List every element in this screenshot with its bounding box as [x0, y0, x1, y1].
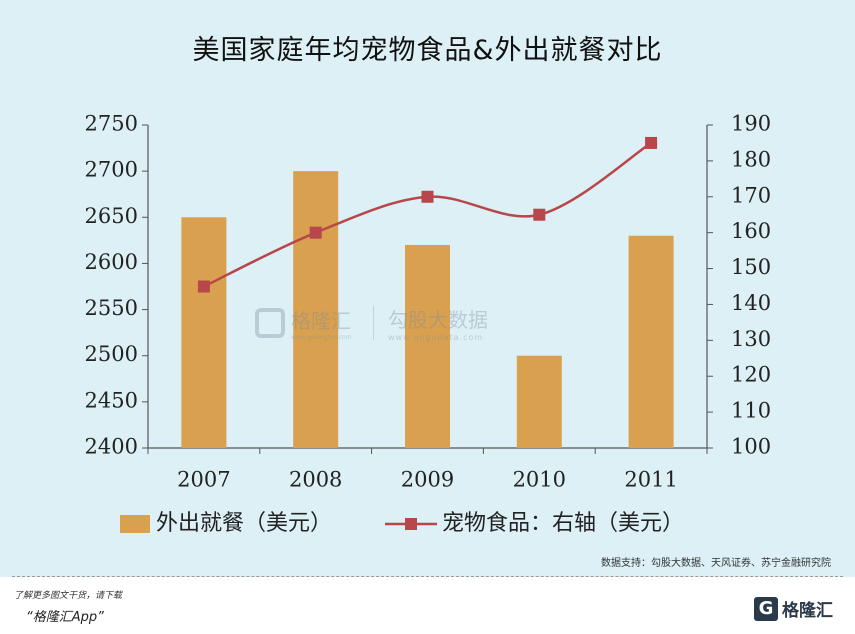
- watermark-gogudata: 勾股大数据 www.gogudata.com: [388, 304, 488, 342]
- right-tick-label: 180: [731, 147, 771, 171]
- right-tick-label: 120: [731, 363, 771, 387]
- left-tick-label: 2650: [85, 204, 138, 228]
- left-tick-label: 2400: [85, 435, 138, 459]
- legend-line-marker: [405, 518, 417, 530]
- x-tick-label: 2010: [513, 468, 566, 492]
- bar-2011: [628, 235, 674, 448]
- left-tick-label: 2600: [85, 250, 138, 274]
- footer-logo-name: 格隆汇: [782, 601, 833, 621]
- left-tick-label: 2500: [85, 342, 138, 366]
- right-tick-label: 130: [731, 327, 771, 351]
- chart-svg: 2750 2700 2650 2600 2550 2500 2450 2400 190 180 17…: [85, 112, 772, 537]
- watermark-site2: www.gogudata.com: [388, 333, 484, 342]
- right-tick-label: 140: [731, 291, 771, 315]
- footer-logo: G 格隆汇: [754, 596, 833, 621]
- x-tick-label: 2007: [177, 468, 230, 492]
- left-tick-label: 2450: [85, 388, 138, 412]
- x-tick-label: 2008: [289, 468, 342, 492]
- pet-food-point-2010: [533, 208, 546, 221]
- footer-divider: [12, 576, 843, 577]
- legend-bar-label: 外出就餐（美元）: [156, 511, 332, 536]
- right-tick-label: 160: [731, 219, 771, 243]
- bar-2010: [516, 355, 562, 448]
- pet-food-point-2007: [197, 280, 210, 293]
- source-note: 数据支持：勾股大数据、天风证券、苏宁金融研究院: [601, 558, 831, 569]
- footer-line2: “格隆汇App”: [26, 610, 104, 625]
- watermark-brand: 格隆汇: [291, 309, 351, 333]
- watermark-site: www.gelonghui.com: [291, 334, 352, 341]
- legend-bar-swatch: [120, 515, 150, 533]
- x-tick-label: 2011: [624, 468, 677, 492]
- right-tick-label: 170: [731, 183, 771, 207]
- watermark-gelonghui: 格隆汇 www.gelonghui.com: [255, 305, 352, 341]
- right-tick-label: 100: [731, 435, 771, 459]
- bar-2007: [181, 217, 227, 448]
- right-tick-label: 190: [731, 112, 771, 136]
- gelonghui-logo-icon: G: [754, 596, 778, 621]
- watermark-logo-icon: [255, 308, 285, 338]
- bar-2008: [293, 171, 339, 448]
- right-tick-label: 110: [731, 399, 771, 423]
- pet-food-point-2008: [309, 226, 322, 239]
- chart-title: 美国家庭年均宠物食品&外出就餐对比: [192, 35, 663, 66]
- left-tick-label: 2550: [85, 296, 138, 320]
- legend-line-label: 宠物食品：右轴（美元）: [442, 511, 684, 536]
- left-tick-label: 2700: [85, 158, 138, 182]
- watermark-brand2: 勾股大数据: [388, 308, 488, 332]
- x-tick-label: 2009: [401, 468, 454, 492]
- right-tick-label: 150: [731, 255, 771, 279]
- watermark-separator: [373, 306, 374, 340]
- bar-2009: [405, 244, 450, 448]
- footer-line1: 了解更多图文干货，请下载: [14, 591, 123, 601]
- pet-food-point-2011: [645, 136, 658, 149]
- pet-food-point-2009: [421, 190, 434, 203]
- left-tick-label: 2750: [85, 112, 138, 136]
